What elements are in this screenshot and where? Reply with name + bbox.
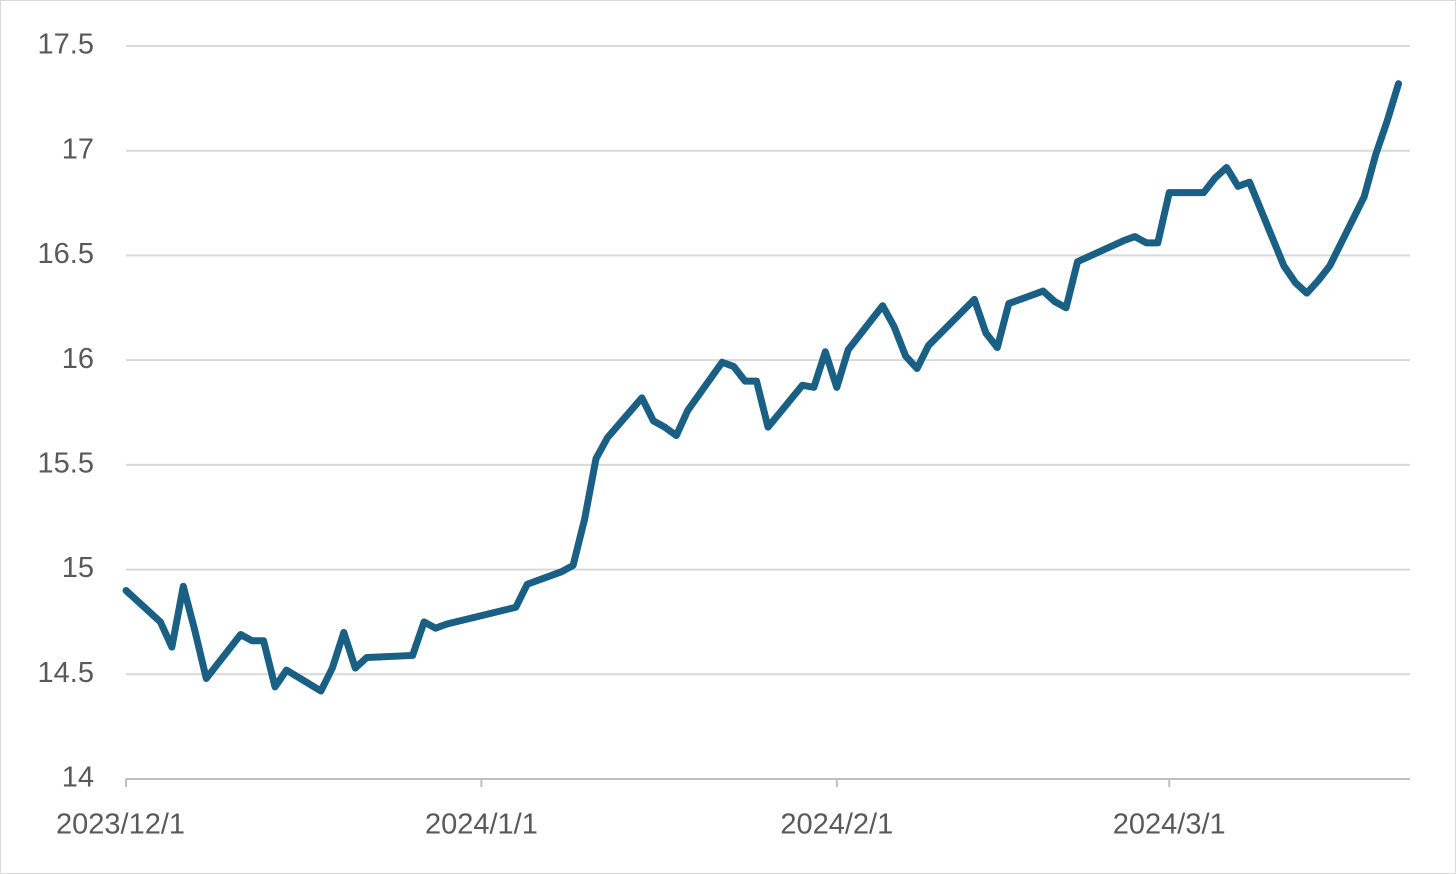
y-tick-label: 17.5 xyxy=(38,29,94,61)
y-tick-label: 15 xyxy=(62,552,94,584)
x-tick-label: 2023/12/1 xyxy=(56,809,185,841)
x-tick-label: 2024/1/1 xyxy=(425,809,538,841)
x-tick-label: 2024/3/1 xyxy=(1113,809,1226,841)
y-tick-label: 14 xyxy=(62,762,94,794)
x-tick-label: 2024/2/1 xyxy=(780,809,893,841)
y-tick-label: 17 xyxy=(62,133,94,165)
y-tick-label: 14.5 xyxy=(38,657,94,689)
y-tick-label: 16.5 xyxy=(38,238,94,270)
y-tick-label: 16 xyxy=(62,343,94,375)
y-tick-label: 15.5 xyxy=(38,448,94,480)
data-line xyxy=(122,80,1403,695)
